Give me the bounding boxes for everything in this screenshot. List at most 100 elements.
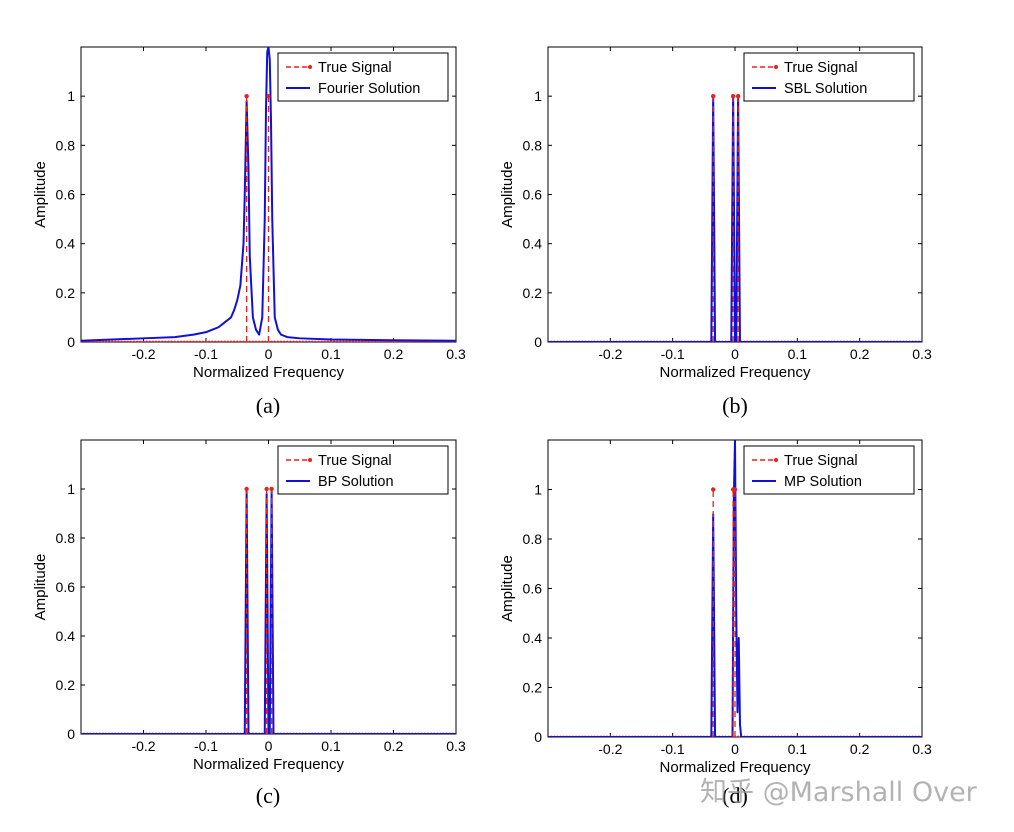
zero-marker xyxy=(163,340,167,342)
watermark-text: 知乎 @Marshall Over xyxy=(700,777,977,808)
true-signal-marker xyxy=(269,486,274,492)
y-tick-label: 0.4 xyxy=(56,628,76,644)
legend-box xyxy=(277,445,449,495)
chart-panel-1: -0.2 -0.1 0 0.1 0.2 0.3 0 0.2 0.4 0.6 0.8 1 Normaliz… xyxy=(32,46,466,418)
x-tick-label: -0.1 xyxy=(661,346,685,362)
x-tick-label: 0.3 xyxy=(912,741,932,757)
zero-marker xyxy=(307,340,311,342)
zero-marker xyxy=(320,340,324,342)
legend-true-label: True Signal xyxy=(784,60,858,76)
zero-marker xyxy=(207,340,211,342)
zero-marker xyxy=(217,340,220,342)
y-tick-label: 0.8 xyxy=(56,137,76,153)
zero-marker xyxy=(188,340,192,342)
x-tick-label: 0.3 xyxy=(446,346,466,362)
zero-marker xyxy=(326,340,330,342)
zero-marker xyxy=(110,340,114,342)
zero-marker xyxy=(342,340,345,342)
legend-true-label: True Signal xyxy=(318,60,392,76)
zero-marker xyxy=(304,340,308,342)
y-tick-label: 0.6 xyxy=(56,187,76,203)
zero-marker xyxy=(120,340,124,342)
zero-marker xyxy=(210,340,214,342)
zero-marker xyxy=(226,340,230,342)
zero-marker xyxy=(254,340,258,342)
zero-marker xyxy=(223,340,227,342)
legend-true-marker xyxy=(774,458,778,462)
zero-marker xyxy=(360,340,364,342)
zero-marker xyxy=(232,340,236,342)
zero-marker xyxy=(173,340,177,342)
x-tick-label: 0.1 xyxy=(321,738,341,754)
zero-marker xyxy=(154,340,158,342)
y-tick-label: 0 xyxy=(534,334,542,350)
true-signal-marker xyxy=(266,93,271,99)
x-tick-label: -0.1 xyxy=(194,346,218,362)
zero-marker xyxy=(198,340,202,342)
zero-marker xyxy=(338,340,342,342)
zero-marker xyxy=(298,340,302,342)
chart-panel-3: -0.2 -0.1 0 0.1 0.2 0.3 0 0.2 0.4 0.6 0.8 1 Normaliz… xyxy=(32,439,466,808)
zero-marker xyxy=(279,340,283,342)
zero-marker xyxy=(192,340,195,342)
true-signal-marker xyxy=(244,486,249,492)
y-tick-label: 0.2 xyxy=(56,285,76,301)
legend-true-label: True Signal xyxy=(784,453,858,469)
legend-box xyxy=(743,52,915,102)
zero-marker xyxy=(348,340,352,342)
zero-marker xyxy=(104,340,108,342)
zero-marker xyxy=(148,340,152,342)
chart-panel-4: -0.2 -0.1 0 0.1 0.2 0.3 0 0.2 0.4 0.6 0.8 1 Normaliz… xyxy=(499,439,932,808)
true-signal-marker xyxy=(244,93,249,99)
zero-marker xyxy=(151,340,155,342)
x-tick-label: -0.2 xyxy=(131,346,155,362)
zero-marker xyxy=(310,340,314,342)
zero-marker xyxy=(185,340,189,342)
y-tick-label: 1 xyxy=(534,482,542,498)
x-tick-label: 0.1 xyxy=(788,741,808,757)
y-tick-label: 0.4 xyxy=(56,236,76,252)
zero-marker xyxy=(329,340,333,342)
y-tick-label: 0.6 xyxy=(523,187,543,203)
legend: True Signal SBL Solution xyxy=(743,52,915,102)
legend-solution-label: SBL Solution xyxy=(784,81,867,97)
zero-marker xyxy=(157,340,161,342)
zero-marker xyxy=(263,340,267,342)
true-signal-marker xyxy=(730,93,736,99)
x-tick-label: 0 xyxy=(265,738,273,754)
y-axis-label: Amplitude xyxy=(499,161,516,228)
y-tick-label: 0.4 xyxy=(523,236,543,252)
x-tick-label: 0.3 xyxy=(446,738,466,754)
true-signal-marker xyxy=(710,93,716,99)
legend-true-marker xyxy=(308,65,312,69)
zero-marker xyxy=(345,340,349,342)
y-axis-label: Amplitude xyxy=(499,555,516,622)
zero-marker xyxy=(179,340,183,342)
zero-marker xyxy=(117,340,120,342)
zero-marker xyxy=(351,340,355,342)
y-tick-label: 0.2 xyxy=(56,677,76,693)
zero-marker xyxy=(260,340,264,342)
x-axis-label: Normalized Frequency xyxy=(193,756,344,773)
zero-marker xyxy=(242,340,245,342)
data-layer xyxy=(81,486,456,734)
zero-marker xyxy=(257,340,261,342)
data-layer xyxy=(81,47,456,342)
zero-marker xyxy=(113,340,117,342)
panel-caption: (b) xyxy=(722,393,748,418)
x-tick-label: -0.1 xyxy=(194,738,218,754)
x-tick-label: 0.3 xyxy=(912,346,932,362)
zero-marker xyxy=(736,735,740,737)
x-tick-label: 0.1 xyxy=(321,346,341,362)
solution-line xyxy=(81,47,456,342)
zero-marker xyxy=(235,340,239,342)
y-tick-label: 0.6 xyxy=(56,579,76,595)
zero-marker xyxy=(313,340,317,342)
legend-solution-label: MP Solution xyxy=(784,474,862,490)
zero-marker xyxy=(273,340,277,342)
data-layer xyxy=(548,93,922,342)
panel-caption: (d) xyxy=(722,783,748,808)
zero-marker xyxy=(142,340,145,342)
true-signal-marker xyxy=(735,93,741,99)
